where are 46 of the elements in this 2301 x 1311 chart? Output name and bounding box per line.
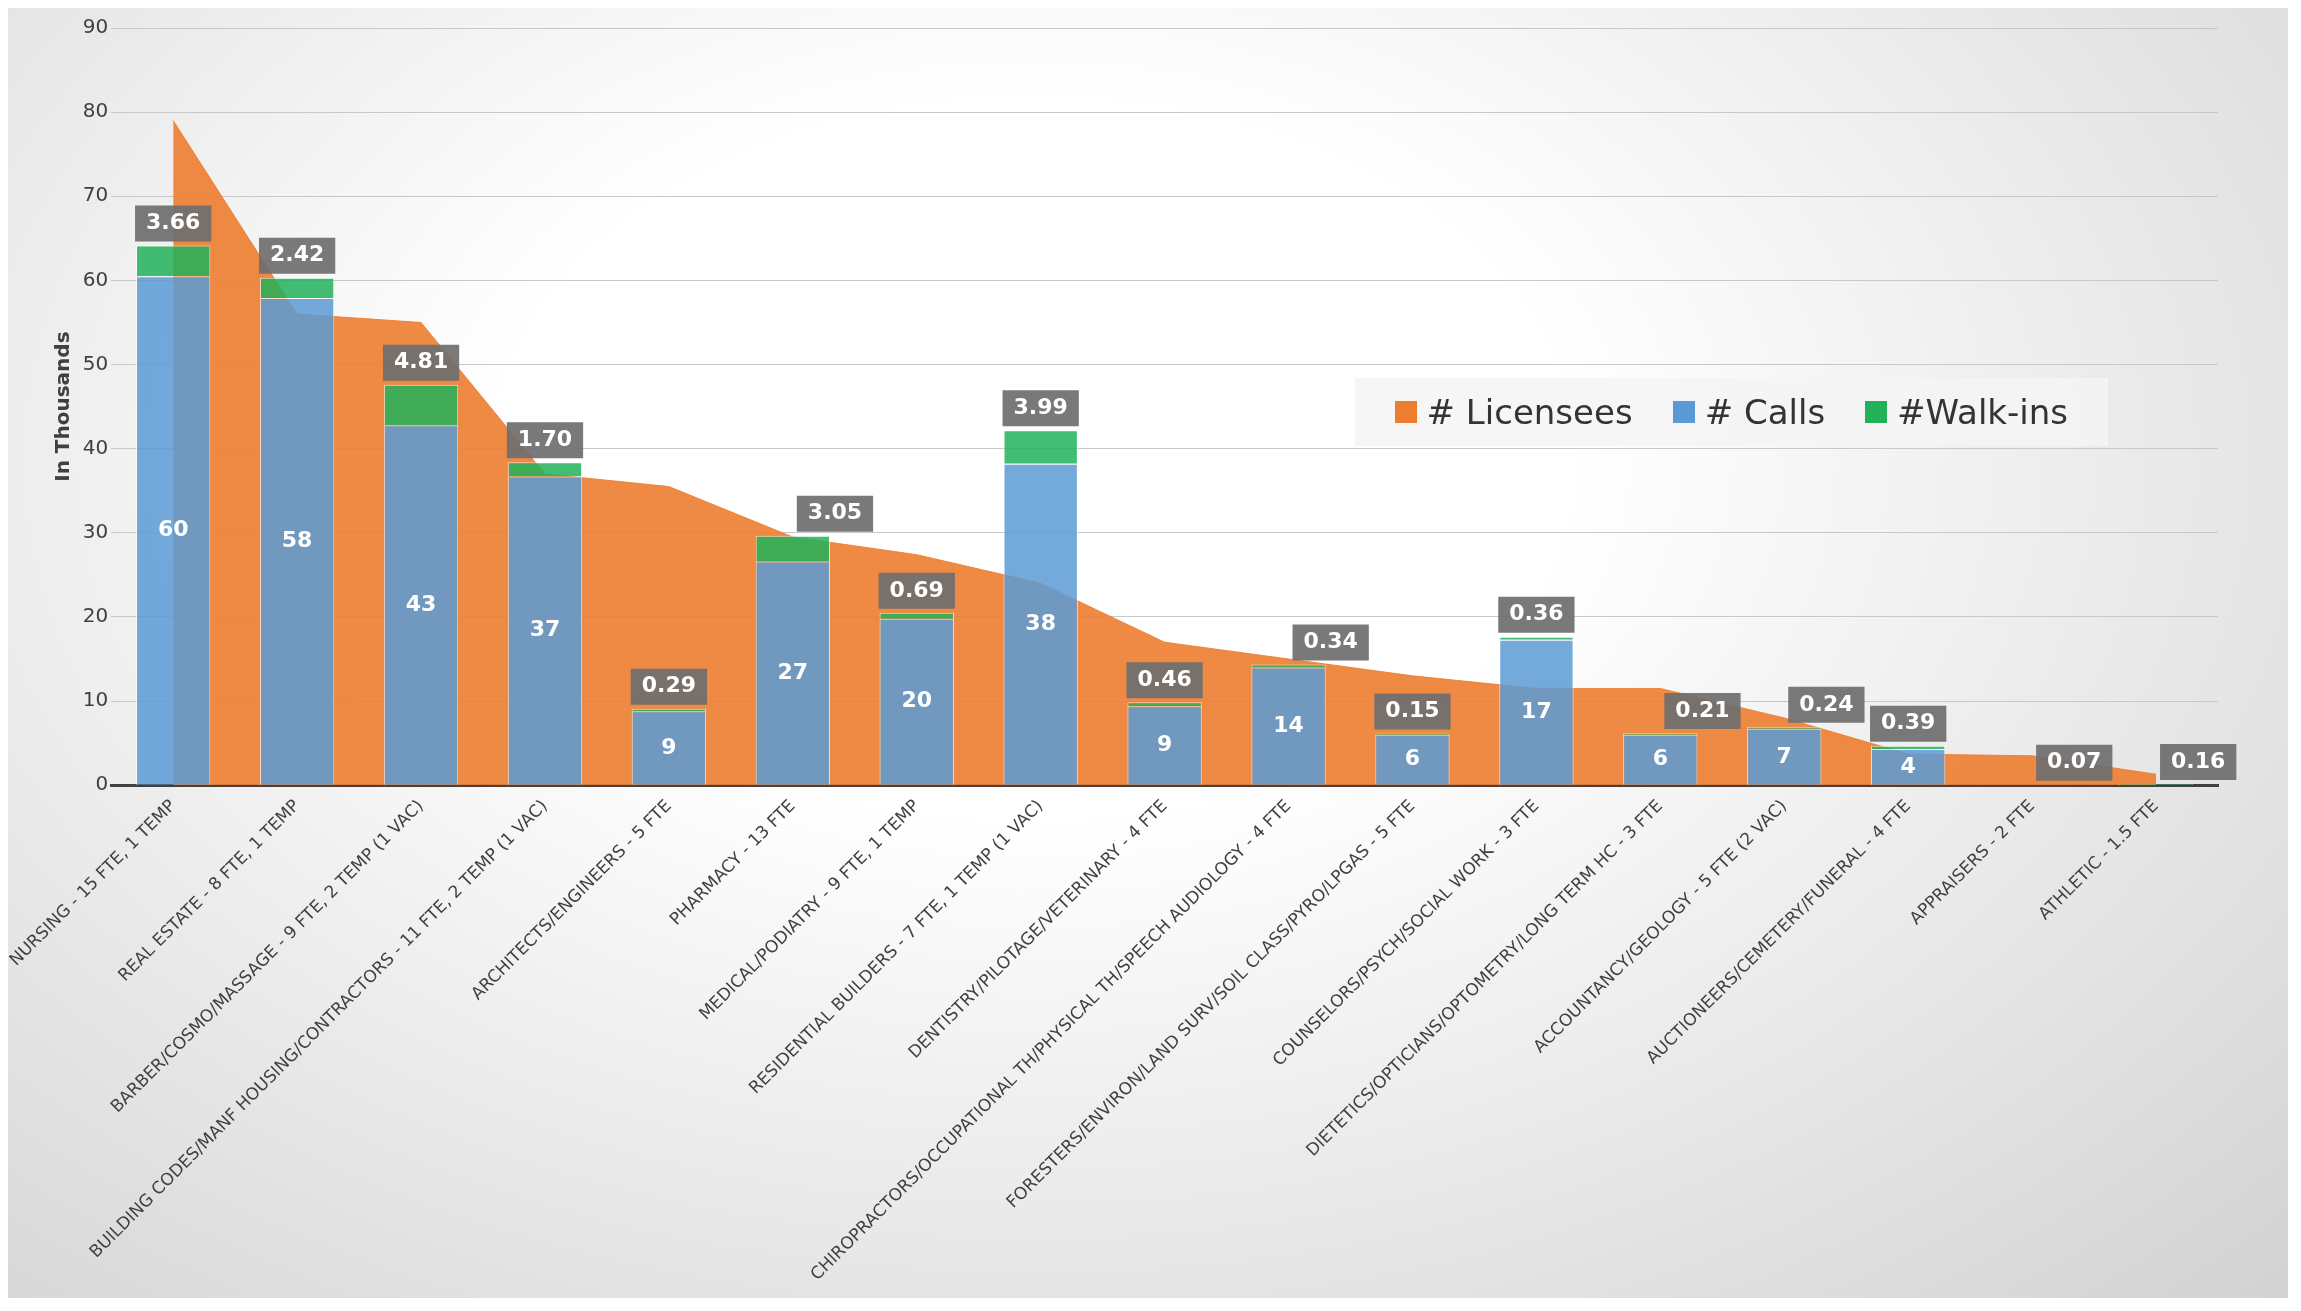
data-label: 3.05 [807, 499, 863, 525]
data-label: 6 [1404, 745, 1421, 771]
y-tick-label: 10 [82, 687, 109, 712]
data-label: 20 [901, 687, 933, 713]
data-label: 7 [1776, 742, 1792, 768]
data-label: 37 [529, 616, 561, 642]
data-label: 6 [1652, 745, 1668, 771]
legend-label: #Walk-ins [1897, 392, 2068, 432]
data-label: 0.34 [1303, 628, 1358, 654]
data-label: 1.70 [517, 425, 573, 451]
data-label: 0.24 [1799, 690, 1854, 716]
y-tick-label: 50 [82, 350, 109, 375]
y-tick-label: 90 [82, 14, 109, 39]
data-label: 0.21 [1675, 696, 1730, 722]
y-tick-label: 40 [82, 434, 109, 459]
data-label: 58 [281, 527, 313, 553]
data-label: 38 [1025, 610, 1056, 635]
data-label: 14 [1273, 711, 1304, 737]
legend-label: # Calls [1704, 392, 1826, 432]
y-tick-label: 60 [82, 266, 109, 291]
legend-label: # Licensees [1426, 392, 1633, 432]
data-label: 2.42 [269, 241, 325, 267]
data-label: 17 [1521, 697, 1552, 723]
data-label: 0.36 [1509, 600, 1564, 626]
data-label: 4 [1900, 752, 1916, 778]
y-tick-label: 20 [82, 603, 109, 628]
y-tick-label: 0 [95, 771, 109, 796]
data-label: 9 [1156, 731, 1173, 757]
data-label: 0.39 [1881, 709, 1936, 735]
data-label: 0.07 [2047, 748, 2102, 774]
data-label: 0.46 [1137, 665, 1192, 691]
data-label: 4.81 [393, 348, 449, 374]
data-label: 0.69 [889, 576, 944, 602]
data-label: 27 [777, 658, 809, 684]
y-tick-label: 80 [82, 98, 109, 123]
data-label: 43 [405, 590, 437, 616]
data-label: 9 [661, 733, 677, 759]
data-label: 60 [157, 516, 189, 542]
data-label: 0.29 [641, 672, 697, 698]
data-label: 3.99 [1013, 393, 1068, 419]
data-label: 0.15 [1385, 697, 1440, 723]
y-tick-label: 70 [82, 182, 109, 207]
data-label: 0.16 [2171, 747, 2226, 773]
data-label: 3.66 [146, 209, 201, 235]
y-tick-label: 30 [82, 519, 109, 544]
y-axis-title: In Thousands [49, 331, 74, 482]
